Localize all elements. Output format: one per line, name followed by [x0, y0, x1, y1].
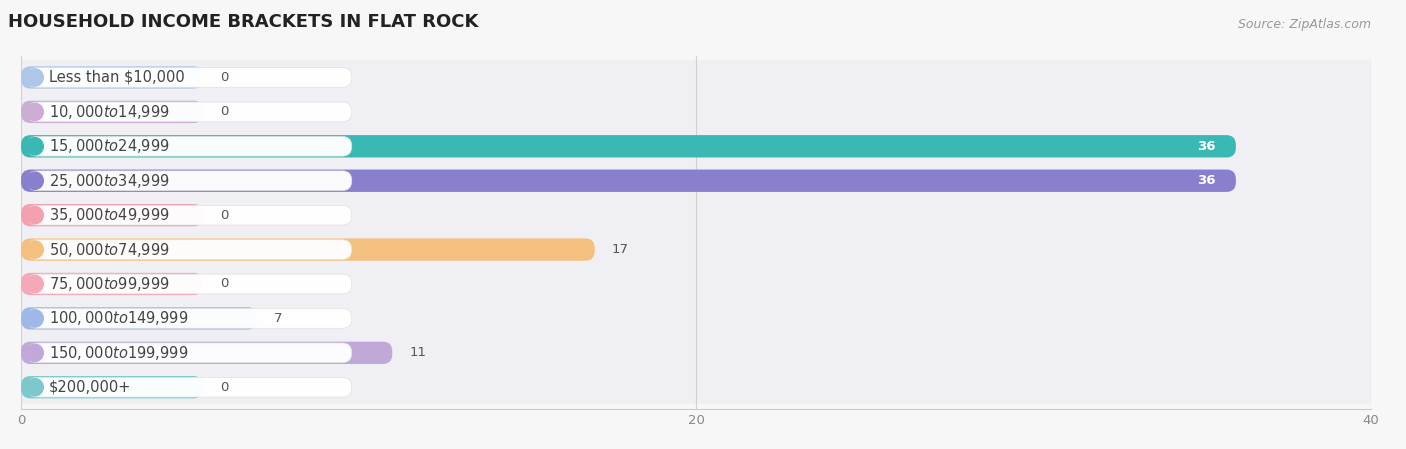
Circle shape: [27, 172, 44, 189]
Text: $10,000 to $14,999: $10,000 to $14,999: [49, 103, 170, 121]
FancyBboxPatch shape: [27, 171, 352, 190]
Circle shape: [27, 103, 44, 120]
Text: 11: 11: [409, 346, 426, 359]
Text: 0: 0: [219, 277, 228, 291]
Text: $75,000 to $99,999: $75,000 to $99,999: [49, 275, 170, 293]
Text: $15,000 to $24,999: $15,000 to $24,999: [49, 137, 170, 155]
FancyBboxPatch shape: [21, 135, 1236, 158]
FancyBboxPatch shape: [21, 273, 202, 295]
FancyBboxPatch shape: [4, 301, 1388, 335]
FancyBboxPatch shape: [27, 68, 352, 87]
FancyBboxPatch shape: [27, 102, 352, 122]
FancyBboxPatch shape: [21, 238, 595, 261]
FancyBboxPatch shape: [27, 274, 352, 294]
FancyBboxPatch shape: [21, 101, 202, 123]
Circle shape: [27, 69, 44, 86]
FancyBboxPatch shape: [21, 376, 202, 398]
Text: 17: 17: [612, 243, 628, 256]
FancyBboxPatch shape: [4, 370, 1388, 405]
Text: 0: 0: [219, 106, 228, 119]
Circle shape: [27, 138, 44, 155]
Text: $50,000 to $74,999: $50,000 to $74,999: [49, 241, 170, 259]
Text: 7: 7: [274, 312, 283, 325]
FancyBboxPatch shape: [4, 198, 1388, 232]
FancyBboxPatch shape: [27, 205, 352, 225]
FancyBboxPatch shape: [21, 204, 202, 226]
Circle shape: [27, 207, 44, 224]
Text: 0: 0: [219, 381, 228, 394]
FancyBboxPatch shape: [21, 170, 1236, 192]
Text: 0: 0: [219, 209, 228, 222]
Text: Less than $10,000: Less than $10,000: [49, 70, 184, 85]
Circle shape: [27, 310, 44, 327]
FancyBboxPatch shape: [4, 267, 1388, 301]
Text: Source: ZipAtlas.com: Source: ZipAtlas.com: [1237, 18, 1371, 31]
Text: $200,000+: $200,000+: [49, 380, 131, 395]
FancyBboxPatch shape: [4, 163, 1388, 198]
Circle shape: [27, 241, 44, 258]
Circle shape: [27, 344, 44, 361]
FancyBboxPatch shape: [27, 136, 352, 156]
Text: $150,000 to $199,999: $150,000 to $199,999: [49, 344, 188, 362]
Text: HOUSEHOLD INCOME BRACKETS IN FLAT ROCK: HOUSEHOLD INCOME BRACKETS IN FLAT ROCK: [7, 13, 478, 31]
Circle shape: [27, 379, 44, 396]
FancyBboxPatch shape: [4, 129, 1388, 163]
Text: $25,000 to $34,999: $25,000 to $34,999: [49, 172, 170, 190]
FancyBboxPatch shape: [27, 240, 352, 260]
Text: 0: 0: [219, 71, 228, 84]
FancyBboxPatch shape: [27, 343, 352, 363]
Text: $35,000 to $49,999: $35,000 to $49,999: [49, 206, 170, 224]
FancyBboxPatch shape: [4, 335, 1388, 370]
FancyBboxPatch shape: [27, 378, 352, 397]
FancyBboxPatch shape: [21, 307, 257, 330]
FancyBboxPatch shape: [21, 342, 392, 364]
FancyBboxPatch shape: [4, 232, 1388, 267]
Text: 36: 36: [1197, 140, 1216, 153]
FancyBboxPatch shape: [4, 60, 1388, 95]
FancyBboxPatch shape: [27, 308, 352, 328]
FancyBboxPatch shape: [21, 66, 202, 88]
FancyBboxPatch shape: [4, 95, 1388, 129]
Text: 36: 36: [1197, 174, 1216, 187]
Circle shape: [27, 275, 44, 293]
Text: $100,000 to $149,999: $100,000 to $149,999: [49, 309, 188, 327]
